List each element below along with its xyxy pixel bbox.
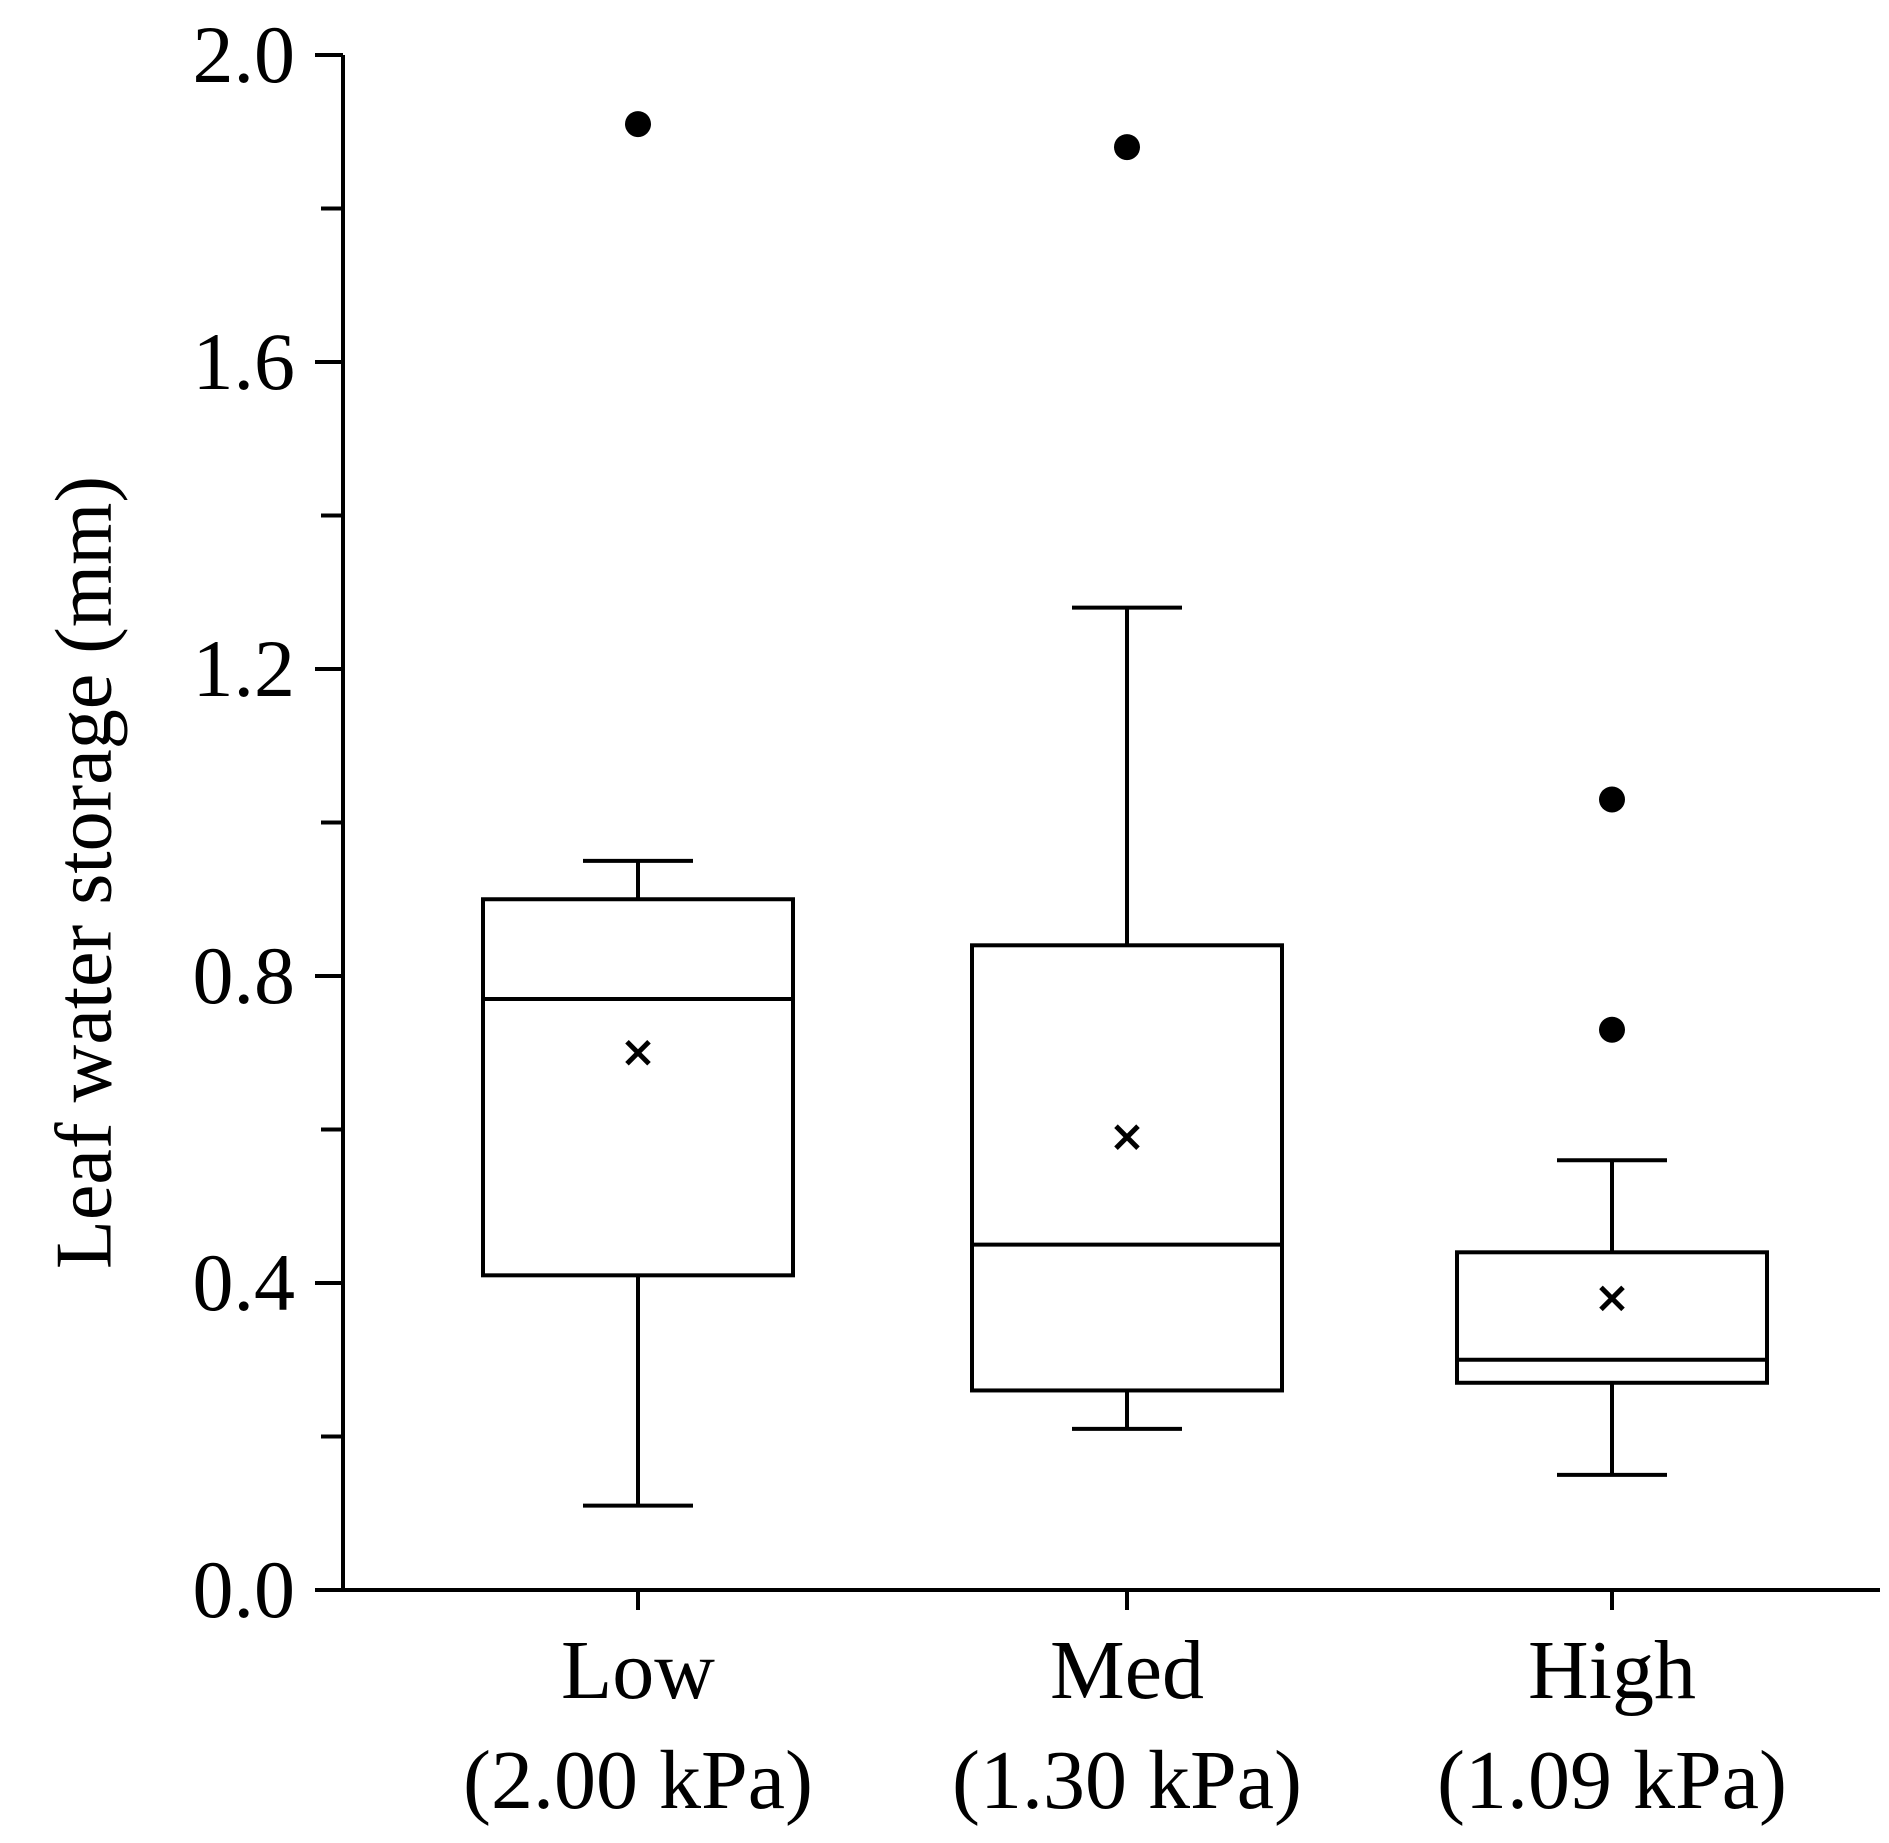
iqr-box	[1455, 1250, 1769, 1385]
box-group-high	[1455, 786, 1769, 1477]
y-tick-label: 1.6	[193, 316, 296, 407]
mean-marker	[625, 1039, 651, 1066]
x-category-label: High	[1528, 1624, 1696, 1717]
y-tick-label: 0.8	[193, 930, 296, 1021]
y-tick-label: 1.2	[193, 623, 296, 714]
x-category-label: Med	[1050, 1624, 1204, 1717]
y-tick-label: 2.0	[193, 9, 296, 100]
y-tick-label: 0.0	[193, 1544, 296, 1635]
x-ticks: Low (2.00 kPa) Med (1.30 kPa) High (1.09 kPa)	[463, 1590, 1787, 1827]
outlier-point	[1599, 786, 1625, 813]
outlier-point	[1599, 1016, 1625, 1043]
x-category-sublabel: (1.09 kPa)	[1437, 1734, 1787, 1827]
y-tick-label: 0.4	[193, 1237, 296, 1328]
x-category-sublabel: (2.00 kPa)	[463, 1734, 813, 1827]
outlier-point	[1114, 134, 1140, 161]
iqr-box	[481, 897, 795, 1278]
boxes	[481, 111, 1769, 1508]
iqr-box	[970, 943, 1284, 1393]
x-category-label: Low	[561, 1624, 715, 1717]
box-group-med	[970, 134, 1284, 1431]
y-ticks: 0.0 0.4 0.8 1.2 1.6 2.0	[193, 9, 343, 1635]
mean-marker	[1599, 1285, 1625, 1312]
outlier-point	[625, 111, 651, 138]
box-group-low	[481, 111, 795, 1508]
x-category-sublabel: (1.30 kPa)	[952, 1734, 1302, 1827]
y-axis-title: Leaf water storage (mm)	[40, 476, 128, 1269]
mean-marker	[1114, 1124, 1140, 1150]
